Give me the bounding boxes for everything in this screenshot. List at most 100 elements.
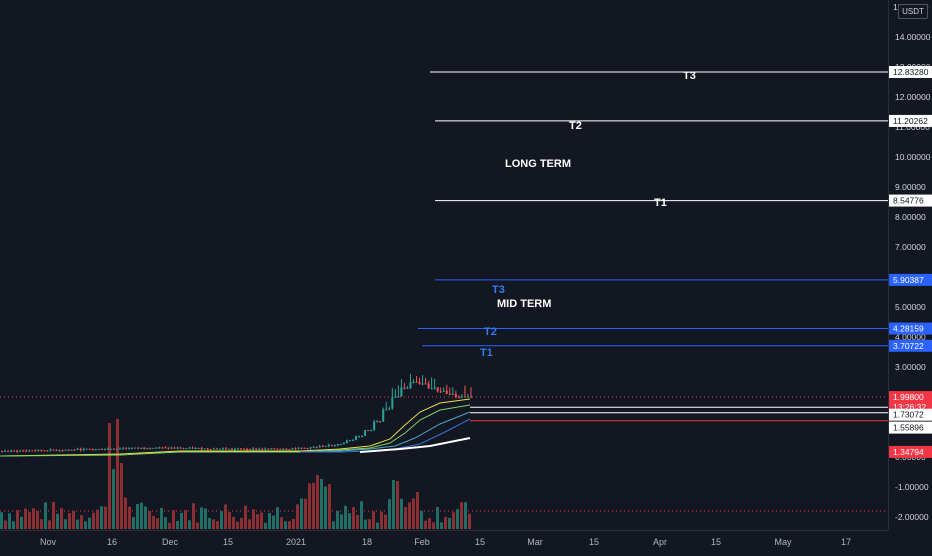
volume-bar bbox=[52, 501, 55, 529]
volume-bar bbox=[216, 521, 219, 529]
price-level-tag[interactable]: 4.28159 bbox=[889, 322, 932, 335]
candle-body bbox=[264, 448, 267, 450]
candle-body bbox=[258, 448, 261, 450]
volume-bar bbox=[204, 508, 207, 529]
target-label-t2-long[interactable]: T2 bbox=[569, 120, 582, 132]
volume-bar bbox=[232, 516, 235, 529]
candle-body bbox=[200, 447, 203, 450]
candle-body bbox=[209, 448, 212, 450]
price-tag-label: 1.55896 bbox=[893, 423, 924, 433]
candle-body bbox=[261, 448, 264, 450]
mid-term-label[interactable]: MID TERM bbox=[497, 298, 551, 310]
candle-body bbox=[137, 447, 140, 449]
volume-bar bbox=[368, 519, 371, 529]
candle-body bbox=[152, 447, 155, 449]
volume-bar bbox=[28, 512, 31, 529]
price-tick-label: 9.00000 bbox=[895, 182, 926, 192]
time-tick-label: 17 bbox=[841, 537, 851, 547]
candle-body bbox=[25, 450, 28, 452]
candle-body bbox=[64, 449, 67, 451]
candle-body bbox=[361, 435, 364, 437]
volume-bar bbox=[200, 507, 203, 529]
candle-body bbox=[125, 448, 128, 450]
price-level-tag[interactable]: 11.20262 bbox=[889, 114, 932, 127]
candle-body bbox=[173, 447, 176, 449]
candle-body bbox=[291, 448, 294, 450]
candle-body bbox=[31, 450, 34, 452]
candle-body bbox=[336, 443, 339, 446]
price-tick-label: -2.00000 bbox=[895, 512, 929, 522]
candle-body bbox=[406, 387, 409, 389]
target-label-t3-mid[interactable]: T3 bbox=[492, 284, 505, 296]
candle-body bbox=[297, 447, 300, 449]
currency-badge[interactable]: USDT bbox=[898, 4, 928, 19]
price-tag-background bbox=[889, 339, 932, 352]
volume-bar bbox=[380, 511, 383, 529]
candle-body bbox=[85, 448, 88, 450]
target-label-t1-mid[interactable]: T1 bbox=[480, 347, 493, 359]
candle-body bbox=[324, 445, 327, 447]
price-level-tag[interactable]: 1.34794 bbox=[889, 445, 932, 458]
price-level-tag[interactable]: 1.73072 bbox=[889, 408, 932, 421]
candle-body bbox=[100, 448, 103, 450]
chart-area[interactable]: T3 T2 LONG TERM T1 T3 MID TERM T2 T1 bbox=[0, 0, 888, 530]
ema-line-green bbox=[0, 404, 471, 457]
time-tick-label: 15 bbox=[223, 537, 233, 547]
candle-body bbox=[421, 383, 424, 385]
time-tick-label: 15 bbox=[475, 537, 485, 547]
candle-body bbox=[436, 387, 439, 392]
volume-bar bbox=[448, 517, 451, 529]
candle-body bbox=[348, 440, 351, 442]
price-level-tag[interactable]: 12.83280 bbox=[889, 66, 932, 79]
candle-body bbox=[370, 430, 373, 432]
candle-body bbox=[388, 408, 391, 410]
long-term-label[interactable]: LONG TERM bbox=[505, 158, 571, 170]
volume-bar bbox=[404, 507, 407, 529]
price-axis[interactable]: 15.0000014.0000013.0000012.0000011.00000… bbox=[888, 0, 932, 530]
volume-bar bbox=[152, 515, 155, 529]
price-level-tag[interactable]: 5.90387 bbox=[889, 273, 932, 286]
candle-body bbox=[448, 393, 451, 395]
candle-body bbox=[351, 440, 354, 442]
candlestick-chart[interactable]: T3 T2 LONG TERM T1 T3 MID TERM T2 T1 bbox=[0, 0, 888, 530]
candle-body bbox=[155, 447, 158, 449]
price-level-tag[interactable]: 8.54776 bbox=[889, 194, 932, 207]
candle-body bbox=[276, 448, 279, 450]
volume-bar bbox=[408, 502, 411, 529]
target-label-t3-long[interactable]: T3 bbox=[683, 70, 696, 82]
candle-body bbox=[76, 448, 79, 450]
candle-body bbox=[149, 448, 152, 450]
volume-bar bbox=[220, 511, 223, 529]
price-tick-label: 3.00000 bbox=[895, 362, 926, 372]
volume-bar bbox=[360, 501, 363, 529]
candle-body bbox=[128, 448, 131, 450]
price-tag-label: 13:26:32 bbox=[893, 402, 926, 412]
volume-bar bbox=[240, 517, 243, 529]
price-tag-label: 8.54776 bbox=[893, 196, 924, 206]
candle-body bbox=[10, 450, 13, 452]
candle-body bbox=[203, 448, 206, 450]
candle-body bbox=[330, 444, 333, 446]
price-tag-label: 4.28159 bbox=[893, 324, 924, 334]
time-axis[interactable]: Nov 16 Dec 15 2021 18 Feb 15 Mar 15 Apr 15 May 17 bbox=[0, 530, 888, 551]
target-label-t1-long[interactable]: T1 bbox=[654, 197, 667, 209]
candle-body bbox=[427, 383, 430, 389]
candle-body bbox=[109, 448, 112, 450]
price-level-tag[interactable]: 1.99800 bbox=[889, 391, 932, 404]
candle-body bbox=[424, 383, 427, 385]
volume-bar bbox=[348, 513, 351, 529]
target-label-t2-mid[interactable]: T2 bbox=[484, 326, 497, 338]
price-level-tag[interactable]: 1.55896 bbox=[889, 421, 932, 434]
volume-bar bbox=[280, 517, 283, 529]
candle-body bbox=[415, 381, 418, 383]
candle-body bbox=[164, 447, 167, 449]
volume-bar bbox=[64, 519, 67, 529]
candle-body bbox=[40, 449, 43, 451]
candle-body bbox=[52, 449, 55, 451]
price-level-tag[interactable]: 3.70722 bbox=[889, 339, 932, 352]
candle-body bbox=[309, 447, 312, 449]
volume-bar bbox=[356, 514, 359, 529]
candle-body bbox=[106, 448, 109, 450]
volume-bar bbox=[148, 510, 151, 529]
volume-bar bbox=[324, 486, 327, 529]
